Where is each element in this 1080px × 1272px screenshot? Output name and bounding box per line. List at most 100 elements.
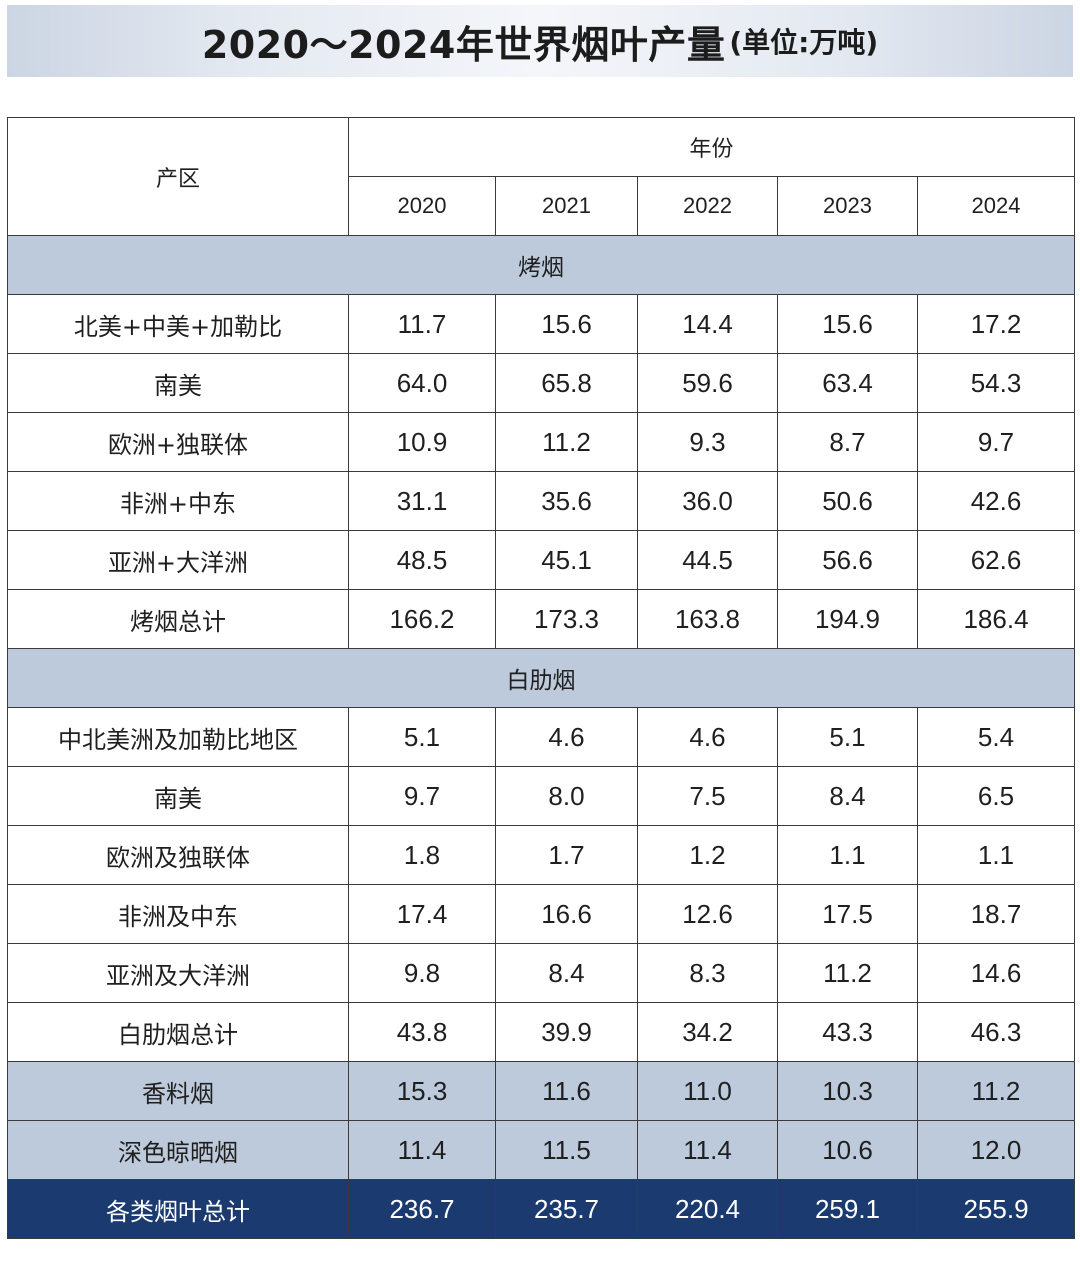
value-cell: 163.8 [637, 589, 778, 649]
oriental-row: 香料烟 15.3 11.6 11.0 10.3 11.2 [7, 1061, 1076, 1121]
value-cell: 11.2 [777, 943, 918, 1003]
region-label: 南美 [7, 766, 349, 826]
table-row: 南美 9.7 8.0 7.5 8.4 6.5 [7, 766, 1076, 826]
value-cell: 6.5 [916, 766, 1076, 826]
value-cell: 1.8 [348, 825, 496, 885]
year-cell: 2022 [637, 176, 778, 236]
region-label: 烤烟总计 [7, 589, 349, 649]
production-table: 产区 年份 2020 2021 2022 2023 2024 烤烟 北美+中美+加… [6, 117, 1076, 1239]
value-cell: 17.5 [777, 884, 918, 944]
value-cell: 15.6 [777, 294, 918, 354]
table-row: 欧洲及独联体 1.8 1.7 1.2 1.1 1.1 [7, 825, 1076, 885]
value-cell: 43.8 [348, 1002, 496, 1062]
value-cell: 173.3 [495, 589, 638, 649]
value-cell: 64.0 [348, 353, 496, 413]
value-cell: 220.4 [637, 1179, 778, 1239]
value-cell: 7.5 [637, 766, 778, 826]
value-cell: 36.0 [637, 471, 778, 531]
region-label: 南美 [7, 353, 349, 413]
table-row: 南美 64.0 65.8 59.6 63.4 54.3 [7, 353, 1076, 413]
year-cell: 2024 [916, 176, 1076, 236]
region-label: 欧洲及独联体 [7, 825, 349, 885]
value-cell: 1.1 [916, 825, 1076, 885]
value-cell: 10.6 [777, 1120, 918, 1180]
value-cell: 11.5 [495, 1120, 638, 1180]
table-row: 亚洲+大洋洲 48.5 45.1 44.5 56.6 62.6 [7, 530, 1076, 590]
table-row: 欧洲+独联体 10.9 11.2 9.3 8.7 9.7 [7, 412, 1076, 472]
header-row-top: 产区 年份 [7, 117, 1076, 236]
value-cell: 236.7 [348, 1179, 496, 1239]
value-cell: 18.7 [916, 884, 1076, 944]
year-header: 年份 [347, 117, 1076, 177]
value-cell: 8.0 [495, 766, 638, 826]
value-cell: 1.1 [777, 825, 918, 885]
value-cell: 44.5 [637, 530, 778, 590]
value-cell: 14.4 [637, 294, 778, 354]
value-cell: 1.2 [637, 825, 778, 885]
value-cell: 48.5 [348, 530, 496, 590]
grand-total-row: 各类烟叶总计 236.7 235.7 220.4 259.1 255.9 [7, 1179, 1076, 1239]
value-cell: 194.9 [777, 589, 918, 649]
region-header: 产区 [7, 117, 349, 236]
burley-total-row: 白肋烟总计 43.8 39.9 34.2 43.3 46.3 [7, 1002, 1076, 1062]
value-cell: 9.3 [637, 412, 778, 472]
value-cell: 8.7 [777, 412, 918, 472]
value-cell: 11.7 [348, 294, 496, 354]
value-cell: 62.6 [916, 530, 1076, 590]
value-cell: 17.2 [916, 294, 1076, 354]
value-cell: 259.1 [777, 1179, 918, 1239]
dark-air-sun-row: 深色晾晒烟 11.4 11.5 11.4 10.6 12.0 [7, 1120, 1076, 1180]
region-label: 白肋烟总计 [7, 1002, 349, 1062]
value-cell: 39.9 [495, 1002, 638, 1062]
value-cell: 11.4 [348, 1120, 496, 1180]
value-cell: 65.8 [495, 353, 638, 413]
table-row: 亚洲及大洋洲 9.8 8.4 8.3 11.2 14.6 [7, 943, 1076, 1003]
value-cell: 1.7 [495, 825, 638, 885]
value-cell: 12.6 [637, 884, 778, 944]
section-label: 烤烟 [6, 235, 1076, 295]
value-cell: 4.6 [637, 707, 778, 767]
value-cell: 17.4 [348, 884, 496, 944]
unit-label: (单位:万吨) [729, 26, 879, 59]
value-cell: 186.4 [916, 589, 1076, 649]
value-cell: 14.6 [916, 943, 1076, 1003]
value-cell: 10.9 [348, 412, 496, 472]
value-cell: 56.6 [777, 530, 918, 590]
value-cell: 5.1 [777, 707, 918, 767]
region-label: 亚洲+大洋洲 [7, 530, 349, 590]
value-cell: 8.4 [777, 766, 918, 826]
value-cell: 45.1 [495, 530, 638, 590]
page-title: 2020～2024年世界烟叶产量 [201, 22, 726, 67]
region-label: 香料烟 [7, 1061, 349, 1121]
value-cell: 5.1 [348, 707, 496, 767]
table-row: 北美+中美+加勒比 11.7 15.6 14.4 15.6 17.2 [7, 294, 1076, 354]
value-cell: 63.4 [777, 353, 918, 413]
region-label: 各类烟叶总计 [7, 1179, 349, 1239]
value-cell: 12.0 [916, 1120, 1076, 1180]
value-cell: 9.7 [348, 766, 496, 826]
value-cell: 4.6 [495, 707, 638, 767]
value-cell: 43.3 [777, 1002, 918, 1062]
value-cell: 235.7 [495, 1179, 638, 1239]
flue-cured-total-row: 烤烟总计 166.2 173.3 163.8 194.9 186.4 [7, 589, 1076, 649]
table-row: 非洲及中东 17.4 16.6 12.6 17.5 18.7 [7, 884, 1076, 944]
value-cell: 34.2 [637, 1002, 778, 1062]
section-flue-cured: 烤烟 [6, 235, 1076, 295]
region-label: 亚洲及大洋洲 [7, 943, 349, 1003]
section-burley: 白肋烟 [6, 648, 1076, 708]
year-cell: 2020 [348, 176, 496, 236]
value-cell: 255.9 [916, 1179, 1076, 1239]
value-cell: 16.6 [495, 884, 638, 944]
value-cell: 9.8 [348, 943, 496, 1003]
section-label: 白肋烟 [6, 648, 1076, 708]
value-cell: 10.3 [777, 1061, 918, 1121]
title-banner: 2020～2024年世界烟叶产量 (单位:万吨) [7, 5, 1073, 77]
value-cell: 42.6 [916, 471, 1076, 531]
value-cell: 166.2 [348, 589, 496, 649]
table-row: 中北美洲及加勒比地区 5.1 4.6 4.6 5.1 5.4 [7, 707, 1076, 767]
region-label: 北美+中美+加勒比 [7, 294, 349, 354]
region-label: 非洲及中东 [7, 884, 349, 944]
value-cell: 11.4 [637, 1120, 778, 1180]
value-cell: 11.6 [495, 1061, 638, 1121]
value-cell: 9.7 [916, 412, 1076, 472]
